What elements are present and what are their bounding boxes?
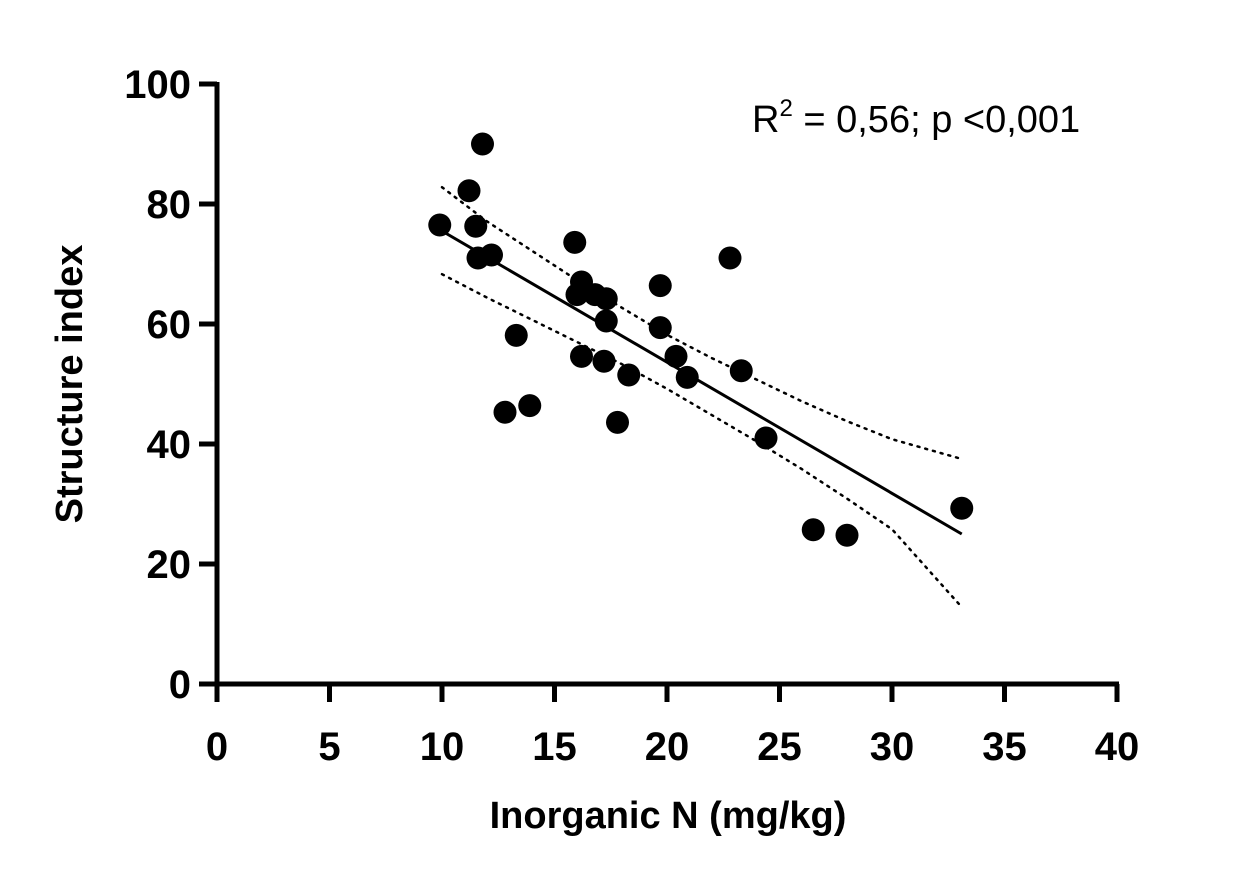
- data-point: [563, 230, 587, 254]
- x-tick-label: 25: [757, 725, 802, 769]
- data-point: [594, 287, 618, 311]
- data-point: [675, 365, 699, 389]
- y-tick-label: 60: [147, 303, 192, 347]
- data-point: [480, 243, 503, 267]
- confidence-bands: [440, 185, 964, 609]
- annotation-prefix: R: [752, 99, 779, 141]
- data-points: [428, 132, 974, 547]
- data-point: [718, 246, 742, 270]
- x-tick-label: 10: [420, 725, 465, 769]
- data-point: [835, 523, 859, 547]
- y-tick-label: 100: [124, 63, 191, 107]
- x-tick-label: 20: [645, 725, 690, 769]
- data-point: [464, 214, 488, 238]
- data-point: [801, 518, 825, 542]
- data-point: [594, 309, 618, 333]
- y-tick-label: 80: [147, 183, 192, 227]
- data-point: [606, 410, 629, 434]
- data-point: [592, 349, 616, 373]
- y-axis-title: Structure index: [49, 245, 91, 524]
- data-point: [471, 132, 494, 156]
- annotation-suffix: = 0,56; p <0,001: [793, 99, 1080, 141]
- x-tick-label: 0: [206, 725, 228, 769]
- data-point: [729, 359, 753, 383]
- regression-line-group: [441, 229, 963, 536]
- data-point: [570, 344, 593, 368]
- y-tick-label: 20: [147, 543, 192, 587]
- regression-line: [441, 229, 963, 536]
- ci-lower-line: [440, 272, 964, 609]
- annotation-superscript: 2: [779, 95, 792, 122]
- data-point: [518, 394, 542, 418]
- data-point: [493, 400, 517, 424]
- data-point: [754, 426, 778, 450]
- data-point: [664, 344, 688, 368]
- data-point: [648, 274, 672, 298]
- y-tick-label: 0: [169, 663, 191, 707]
- x-tick-label: 35: [982, 725, 1027, 769]
- x-tick-label: 15: [532, 725, 577, 769]
- x-axis-title: Inorganic N (mg/kg): [490, 795, 847, 837]
- x-tick-label: 30: [870, 725, 915, 769]
- y-tick-label: 40: [147, 423, 192, 467]
- x-tick-label: 5: [318, 725, 340, 769]
- x-tick-label: 40: [1095, 725, 1140, 769]
- data-point: [617, 363, 641, 387]
- data-point: [950, 496, 974, 520]
- r-squared-annotation: R2 = 0,56; p <0,001: [752, 95, 1080, 141]
- ci-upper-line: [440, 185, 964, 461]
- data-point: [457, 179, 481, 203]
- axes: 0 5 10 15 20 25 30 35 40 0 20 40 60 80 100: [124, 63, 1139, 769]
- data-point: [648, 316, 672, 340]
- data-point: [428, 213, 452, 237]
- data-point: [504, 323, 528, 347]
